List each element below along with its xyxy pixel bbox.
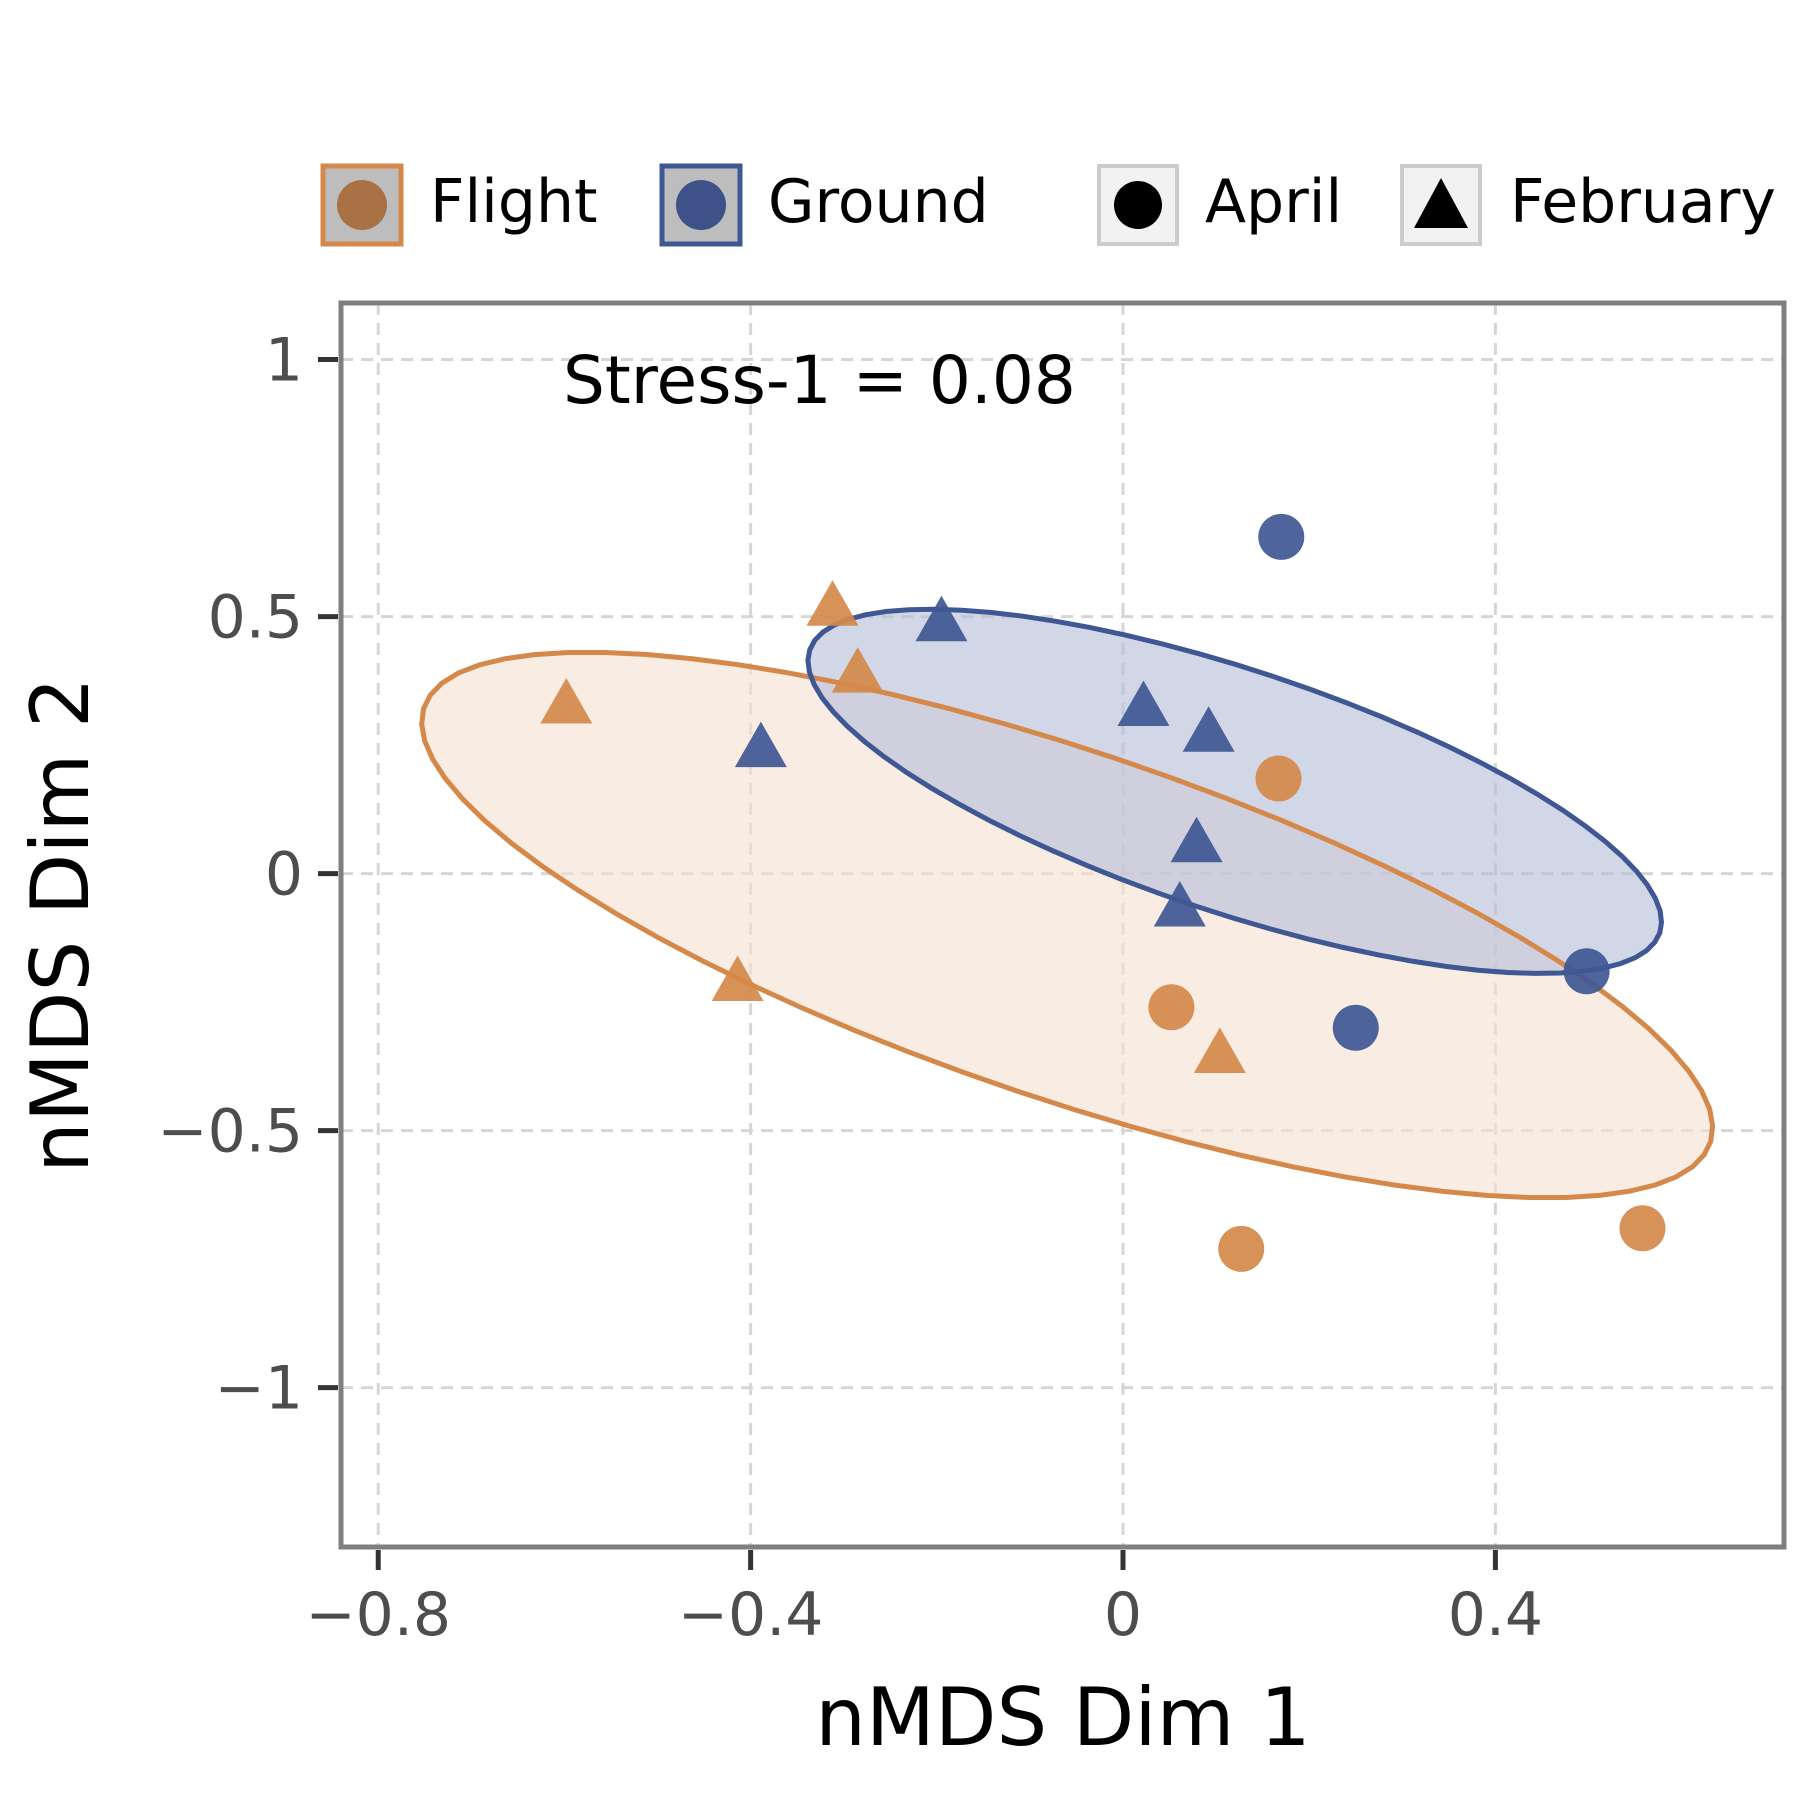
plot-border	[338, 300, 1787, 1550]
legend-circle-icon	[1114, 181, 1162, 229]
legend-item-flight: Flight	[320, 163, 598, 247]
y-axis-title: nMDS Dim 2	[14, 677, 107, 1173]
legend-item-february: February	[1400, 164, 1776, 246]
x-tick-label-2: 0	[1104, 1580, 1142, 1650]
point-flight-february-0	[540, 677, 593, 724]
legend-item-ground: Ground	[659, 163, 989, 247]
x-tick-label-3: 0.4	[1448, 1580, 1543, 1650]
plot-panel: Stress-1 = 0.08	[338, 300, 1787, 1550]
y-tick-label-1: 0.5	[208, 583, 303, 653]
point-ground-february-9	[915, 595, 968, 642]
legend-ground-marker-icon	[676, 180, 726, 230]
ellipse-fill-flight	[421, 652, 1713, 1198]
point-ground-april-15	[1258, 513, 1305, 560]
ellipse-outline-ground	[805, 606, 1665, 976]
x-tick-label-1: −0.4	[678, 1580, 824, 1650]
legend-item-april: April	[1097, 164, 1342, 246]
ellipse-fill-ground	[807, 609, 1662, 974]
y-tick-label-2: 0	[265, 840, 303, 910]
point-flight-february-1	[806, 580, 859, 626]
point-ground-february-14	[1153, 881, 1206, 927]
point-ground-february-12	[1182, 706, 1235, 752]
point-flight-february-2	[831, 647, 884, 693]
x-axis-title: nMDS Dim 1	[815, 1671, 1311, 1764]
point-flight-april-8	[1619, 1205, 1666, 1252]
legend-label-april: April	[1205, 167, 1342, 237]
point-ground-february-13	[1170, 816, 1223, 863]
legend-triangle-icon	[1414, 178, 1468, 228]
x-axis: −0.8 −0.4 0 0.4	[305, 1550, 1543, 1650]
point-ground-february-11	[1117, 680, 1170, 727]
point-ground-february-10	[734, 721, 787, 768]
y-tick-label-4: −1	[215, 1354, 303, 1424]
legend-label-ground: Ground	[768, 167, 989, 237]
y-tick-label-3: −0.5	[157, 1097, 303, 1167]
legend-key-flight	[320, 163, 404, 247]
point-flight-february-3	[711, 955, 764, 1002]
stress-annotation: Stress-1 = 0.08	[563, 342, 1076, 419]
legend: Flight Ground April February	[320, 163, 1776, 247]
legend-flight-marker-icon	[337, 180, 387, 230]
point-flight-april-5	[1255, 755, 1302, 802]
data-points	[540, 513, 1666, 1272]
point-flight-february-4	[1193, 1027, 1246, 1074]
point-ground-april-16	[1563, 948, 1610, 995]
point-ground-april-17	[1332, 1004, 1379, 1051]
point-flight-april-7	[1218, 1225, 1265, 1272]
ellipse-outline-flight	[419, 650, 1716, 1200]
ellipses	[419, 606, 1716, 1200]
x-tick-label-0: −0.8	[305, 1580, 451, 1650]
y-tick-label-0: 1	[265, 326, 303, 396]
y-axis: 1 0.5 0 −0.5 −1	[157, 326, 338, 1424]
point-flight-april-6	[1148, 984, 1195, 1031]
legend-label-flight: Flight	[430, 167, 598, 237]
legend-label-february: February	[1510, 167, 1776, 237]
